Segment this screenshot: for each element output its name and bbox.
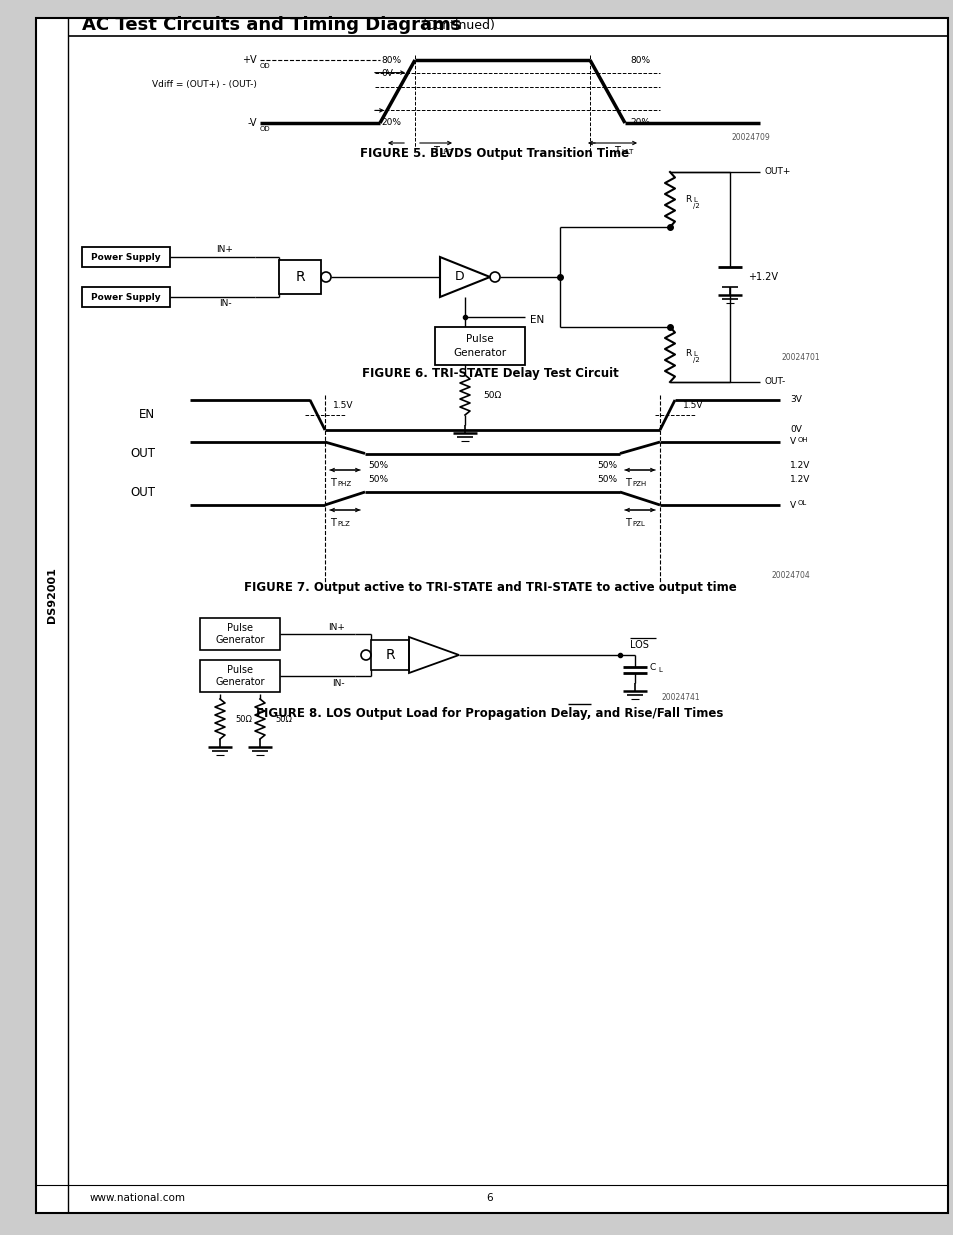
Bar bbox=[82, 287, 170, 308]
Text: IN+: IN+ bbox=[216, 246, 233, 254]
Text: Pulse: Pulse bbox=[227, 664, 253, 676]
Text: OUT-: OUT- bbox=[764, 378, 785, 387]
Text: 1.5V: 1.5V bbox=[682, 401, 702, 410]
Bar bbox=[82, 247, 170, 267]
Text: 50%: 50% bbox=[597, 475, 617, 484]
Text: 20024704: 20024704 bbox=[770, 571, 809, 579]
Bar bbox=[371, 640, 409, 671]
Text: PZH: PZH bbox=[631, 480, 645, 487]
Bar bbox=[200, 659, 280, 692]
Text: T: T bbox=[624, 517, 630, 529]
Text: C: C bbox=[649, 662, 656, 672]
Text: 20%: 20% bbox=[629, 119, 649, 127]
Text: 50Ω: 50Ω bbox=[234, 715, 252, 724]
Text: 80%: 80% bbox=[380, 56, 400, 64]
Text: L: L bbox=[692, 198, 696, 203]
Text: T: T bbox=[330, 517, 335, 529]
Text: Power Supply: Power Supply bbox=[91, 293, 161, 301]
Text: V: V bbox=[789, 437, 796, 447]
Text: T: T bbox=[624, 478, 630, 488]
Text: +V: +V bbox=[242, 56, 256, 65]
Text: /2: /2 bbox=[692, 357, 699, 363]
Text: HLT: HLT bbox=[620, 149, 633, 156]
Text: 3V: 3V bbox=[789, 395, 801, 405]
Text: 20024741: 20024741 bbox=[660, 693, 700, 701]
Text: 0V: 0V bbox=[789, 426, 801, 435]
Text: OH: OH bbox=[797, 437, 808, 443]
Bar bbox=[435, 327, 524, 366]
Text: AC Test Circuits and Timing Diagrams: AC Test Circuits and Timing Diagrams bbox=[82, 16, 461, 35]
Text: 50%: 50% bbox=[368, 462, 388, 471]
Text: 50Ω: 50Ω bbox=[482, 390, 500, 399]
Text: OD: OD bbox=[260, 63, 271, 69]
Text: 20024701: 20024701 bbox=[781, 352, 820, 362]
Bar bbox=[278, 261, 320, 294]
Text: IN+: IN+ bbox=[328, 622, 345, 631]
Text: T: T bbox=[330, 478, 335, 488]
Text: 20024709: 20024709 bbox=[731, 132, 769, 142]
Text: T: T bbox=[433, 146, 438, 156]
Text: Generator: Generator bbox=[215, 635, 265, 645]
Text: OUT+: OUT+ bbox=[764, 168, 791, 177]
Text: L: L bbox=[658, 667, 661, 673]
Text: LOS: LOS bbox=[629, 640, 648, 650]
Text: Generator: Generator bbox=[215, 677, 265, 687]
Text: Power Supply: Power Supply bbox=[91, 252, 161, 262]
Text: EN: EN bbox=[139, 409, 154, 421]
Text: Vdiff = (OUT+) - (OUT-): Vdiff = (OUT+) - (OUT-) bbox=[152, 80, 256, 89]
Text: LHT: LHT bbox=[439, 149, 453, 156]
Bar bbox=[200, 618, 280, 650]
Text: D: D bbox=[455, 270, 464, 284]
Text: www.national.com: www.national.com bbox=[90, 1193, 186, 1203]
Text: R: R bbox=[684, 350, 691, 358]
Text: FIGURE 7. Output active to TRI-STATE and TRI-STATE to active output time: FIGURE 7. Output active to TRI-STATE and… bbox=[243, 582, 736, 594]
Text: Generator: Generator bbox=[453, 348, 506, 358]
Text: L: L bbox=[692, 351, 696, 357]
Text: PLZ: PLZ bbox=[336, 521, 350, 527]
Text: FIGURE 5. BLVDS Output Transition Time: FIGURE 5. BLVDS Output Transition Time bbox=[360, 147, 629, 159]
Text: Pulse: Pulse bbox=[227, 622, 253, 634]
Text: T: T bbox=[614, 146, 619, 156]
Text: 0V: 0V bbox=[380, 69, 393, 79]
Text: OD: OD bbox=[260, 126, 271, 132]
Text: 50%: 50% bbox=[597, 462, 617, 471]
Text: 50Ω: 50Ω bbox=[274, 715, 292, 724]
Text: IN-: IN- bbox=[332, 678, 345, 688]
Text: 1.5V: 1.5V bbox=[333, 401, 354, 410]
Text: OL: OL bbox=[797, 500, 806, 506]
Text: DS92001: DS92001 bbox=[47, 567, 57, 622]
Text: 1.2V: 1.2V bbox=[789, 474, 809, 483]
Text: OUT: OUT bbox=[130, 485, 154, 499]
Text: PHZ: PHZ bbox=[336, 480, 351, 487]
Text: PZL: PZL bbox=[631, 521, 644, 527]
Text: OUT: OUT bbox=[130, 447, 154, 459]
Text: R: R bbox=[385, 648, 395, 662]
Text: 50%: 50% bbox=[368, 475, 388, 484]
Text: -V: -V bbox=[247, 119, 256, 128]
Text: 80%: 80% bbox=[629, 56, 649, 64]
Text: V: V bbox=[789, 500, 796, 510]
Text: /2: /2 bbox=[692, 203, 699, 209]
Text: +1.2V: +1.2V bbox=[747, 272, 778, 282]
Text: (Continued): (Continued) bbox=[421, 19, 496, 32]
Text: 6: 6 bbox=[486, 1193, 493, 1203]
Text: R: R bbox=[684, 195, 691, 205]
Text: IN-: IN- bbox=[218, 300, 231, 309]
Text: R: R bbox=[294, 270, 305, 284]
Text: FIGURE 6. TRI-STATE Delay Test Circuit: FIGURE 6. TRI-STATE Delay Test Circuit bbox=[361, 367, 618, 379]
Text: Pulse: Pulse bbox=[466, 333, 494, 345]
Text: EN: EN bbox=[530, 315, 543, 325]
Text: FIGURE 8. LOS Output Load for Propagation Delay, and Rise/Fall Times: FIGURE 8. LOS Output Load for Propagatio… bbox=[256, 706, 723, 720]
Text: 1.2V: 1.2V bbox=[789, 461, 809, 469]
Text: 20%: 20% bbox=[380, 119, 400, 127]
